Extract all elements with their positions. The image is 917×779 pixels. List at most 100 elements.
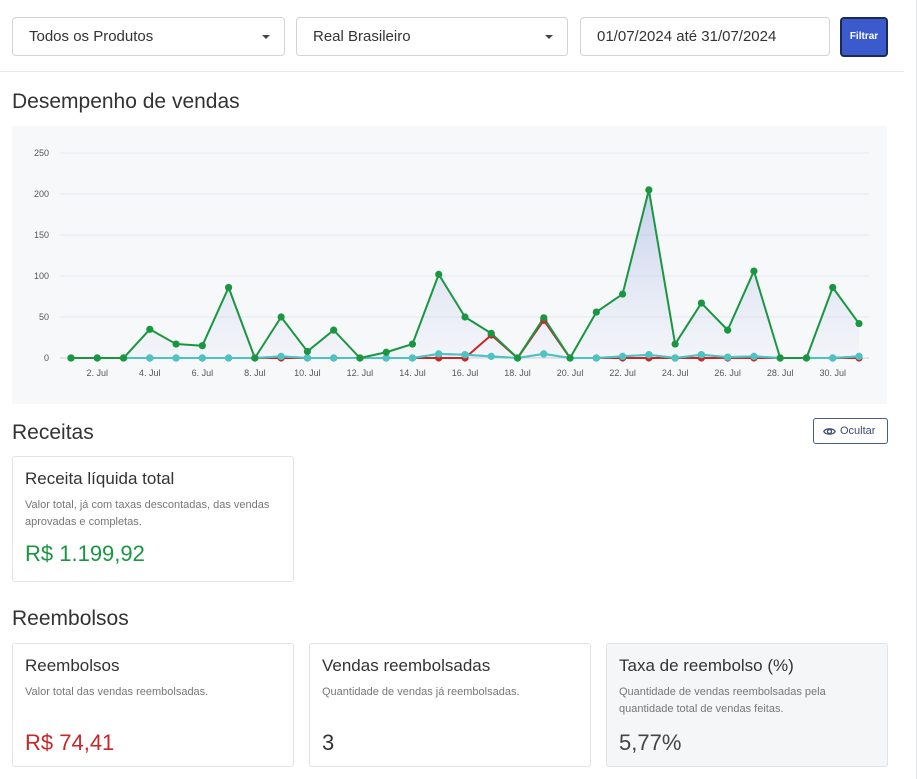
data-point-3 xyxy=(750,352,758,360)
y-tick-label: 250 xyxy=(34,148,49,158)
data-point-0 xyxy=(513,354,522,362)
net-revenue-description: Valor total, já com taxas descontadas, d… xyxy=(25,499,270,528)
data-point-3 xyxy=(172,354,180,362)
data-point-0 xyxy=(172,340,180,348)
data-point-0 xyxy=(697,299,706,307)
data-point-3 xyxy=(198,354,206,362)
x-tick-label: 12. Jul xyxy=(347,368,374,378)
refund-rate-value: 5,77% xyxy=(619,730,682,755)
data-point-0 xyxy=(277,313,285,321)
x-tick-label: 30. Jul xyxy=(819,368,846,378)
y-tick-label: 150 xyxy=(34,230,49,240)
y-tick-label: 50 xyxy=(39,312,49,322)
data-point-0 xyxy=(776,354,784,362)
x-tick-label: 24. Jul xyxy=(662,368,689,378)
data-point-3 xyxy=(330,354,338,362)
refund-rate-title: Taxa de reembolso (%) xyxy=(619,656,794,675)
data-point-0 xyxy=(592,308,600,316)
hide-button[interactable]: Ocultar xyxy=(813,418,888,444)
product-select[interactable]: Todos os Produtos xyxy=(12,17,285,56)
x-tick-label: 28. Jul xyxy=(767,368,794,378)
data-point-3 xyxy=(540,350,548,358)
data-point-3 xyxy=(592,354,600,362)
refunds-card-value: R$ 74,41 xyxy=(25,730,115,755)
chevron-down-icon xyxy=(545,35,553,39)
data-point-0 xyxy=(93,354,101,362)
data-point-3 xyxy=(671,354,679,362)
refunded-sales-description: Quantidade de vendas já reembolsadas. xyxy=(322,686,520,698)
filter-bar: Todos os Produtos Real Brasileiro 01/07/… xyxy=(0,0,904,72)
x-tick-label: 6. Jul xyxy=(192,368,214,378)
data-point-3 xyxy=(461,351,469,359)
refunds-card: Reembolsos Valor total das vendas reembo… xyxy=(12,643,294,767)
x-tick-label: 2. Jul xyxy=(87,368,109,378)
x-tick-label: 18. Jul xyxy=(504,368,531,378)
data-point-3 xyxy=(382,354,390,362)
data-point-0 xyxy=(645,186,653,194)
data-point-0 xyxy=(382,348,390,356)
series-area xyxy=(71,189,859,358)
currency-select[interactable]: Real Brasileiro xyxy=(296,17,568,56)
data-point-0 xyxy=(330,326,338,334)
filter-button[interactable]: Filtrar xyxy=(840,17,888,57)
data-point-0 xyxy=(619,290,627,298)
date-range-value: 01/07/2024 até 31/07/2024 xyxy=(597,28,777,45)
refunds-card-title: Reembolsos xyxy=(25,656,120,675)
x-tick-label: 8. Jul xyxy=(244,368,266,378)
net-revenue-card: Receita líquida total Valor total, já co… xyxy=(12,456,294,582)
data-point-0 xyxy=(67,354,75,362)
x-tick-label: 4. Jul xyxy=(139,368,161,378)
x-tick-label: 20. Jul xyxy=(557,368,584,378)
x-tick-label: 26. Jul xyxy=(714,368,741,378)
data-point-0 xyxy=(356,354,364,362)
data-point-3 xyxy=(619,352,627,360)
y-tick-label: 0 xyxy=(44,353,49,363)
data-point-3 xyxy=(146,354,154,362)
data-point-0 xyxy=(829,283,837,292)
data-point-3 xyxy=(487,352,495,360)
refunds-card-description: Valor total das vendas reembolsadas. xyxy=(25,686,209,698)
data-point-3 xyxy=(645,351,653,359)
data-point-0 xyxy=(251,354,259,362)
data-point-0 xyxy=(855,319,863,328)
data-point-0 xyxy=(724,326,732,334)
x-tick-label: 16. Jul xyxy=(452,368,479,378)
currency-select-value: Real Brasileiro xyxy=(313,28,411,45)
data-point-0 xyxy=(540,314,548,322)
data-point-0 xyxy=(198,342,206,350)
net-revenue-value: R$ 1.199,92 xyxy=(25,541,145,566)
data-point-0 xyxy=(408,340,417,348)
data-point-0 xyxy=(461,313,469,321)
data-point-0 xyxy=(146,325,154,333)
x-tick-label: 10. Jul xyxy=(294,368,321,378)
performance-section-title: Desempenho de vendas xyxy=(12,90,240,113)
data-point-3 xyxy=(829,354,837,362)
x-tick-label: 22. Jul xyxy=(609,368,636,378)
data-point-0 xyxy=(487,329,495,337)
data-point-0 xyxy=(303,347,311,356)
data-point-0 xyxy=(566,354,574,362)
data-point-3 xyxy=(724,353,732,361)
data-point-3 xyxy=(435,350,443,358)
refunded-sales-value: 3 xyxy=(322,730,335,755)
data-point-3 xyxy=(408,354,417,362)
refund-rate-card: Taxa de reembolso (%) Quantidade de vend… xyxy=(606,643,888,767)
data-point-0 xyxy=(225,283,233,292)
product-select-value: Todos os Produtos xyxy=(29,28,154,45)
data-point-0 xyxy=(671,340,679,348)
date-range-input[interactable]: 01/07/2024 até 31/07/2024 xyxy=(580,17,830,56)
refund-rate-description: Quantidade de vendas reembolsadas pela q… xyxy=(619,686,826,715)
refunded-sales-card: Vendas reembolsadas Quantidade de vendas… xyxy=(309,643,591,767)
chart-svg: 0 50 100 150 200 250 2. Jul 4. Jul 6. Jul 8. Jul 1… xyxy=(34,148,869,378)
x-tick-label: 14. Jul xyxy=(399,368,426,378)
data-point-0 xyxy=(750,267,758,275)
refunds-section-title: Reembolsos xyxy=(12,607,129,630)
eye-icon xyxy=(823,428,836,435)
refunded-sales-title: Vendas reembolsadas xyxy=(322,656,491,675)
y-tick-label: 100 xyxy=(34,271,49,281)
data-point-3 xyxy=(855,352,863,360)
data-point-3 xyxy=(277,352,285,360)
y-tick-label: 200 xyxy=(34,189,49,199)
data-point-3 xyxy=(303,354,311,362)
